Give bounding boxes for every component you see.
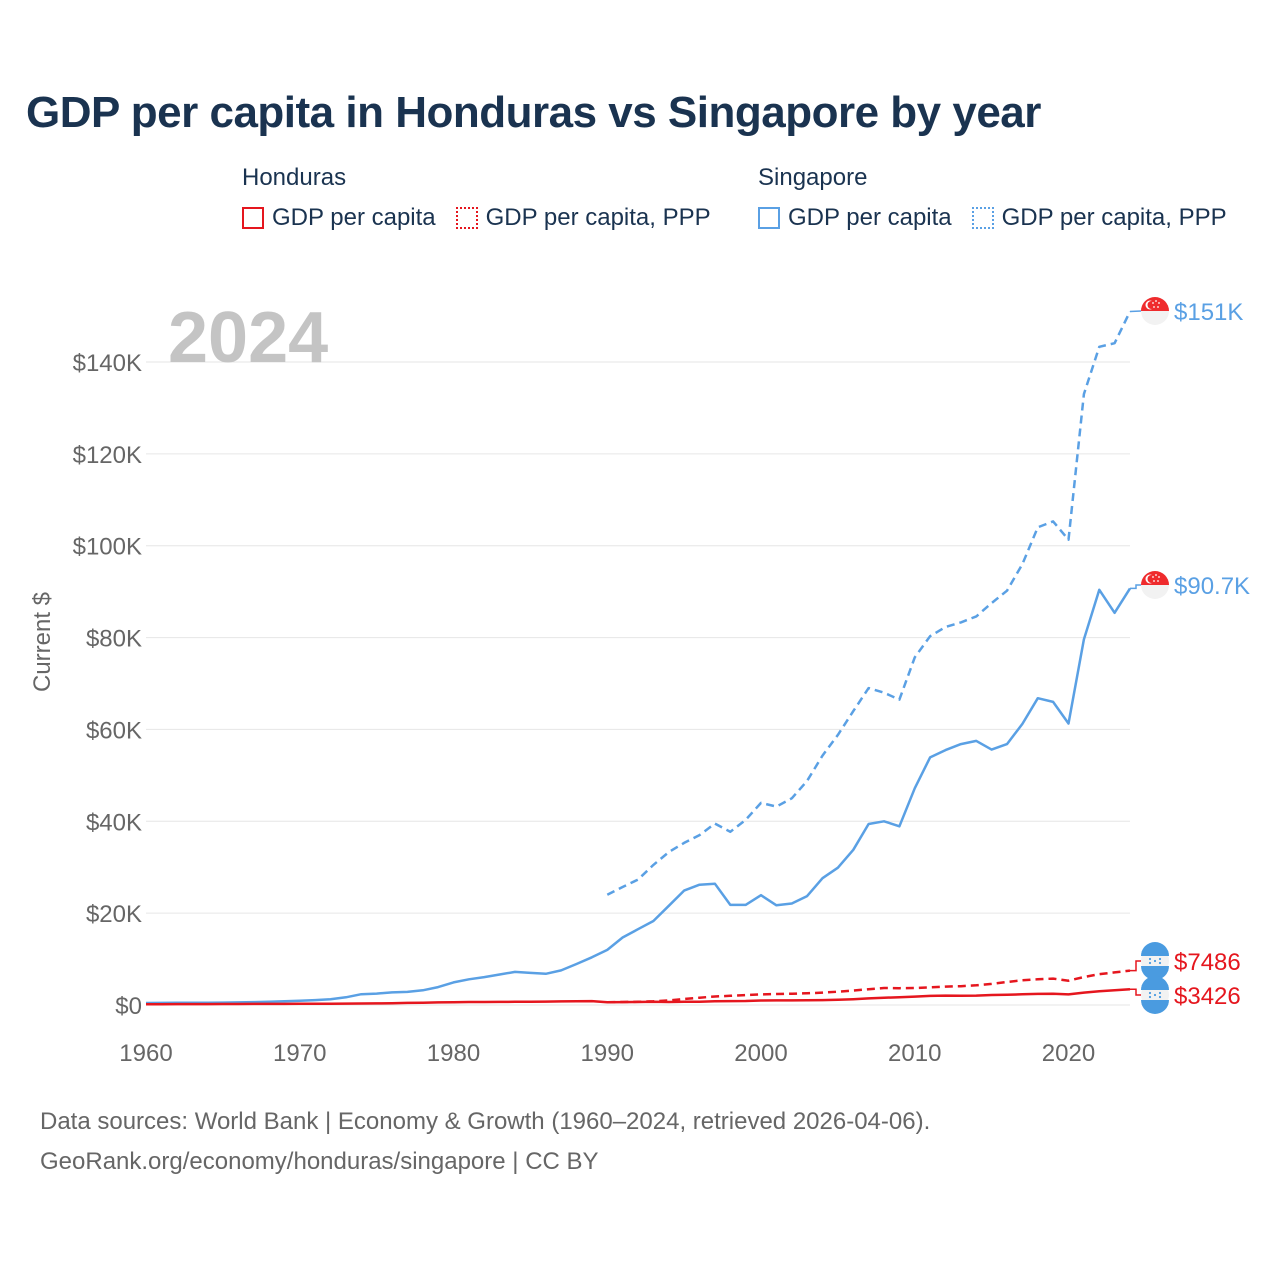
legend-label: GDP per capita, PPP (1001, 204, 1227, 231)
y-tick-label: $100K (73, 534, 142, 561)
end-label-connector (1130, 584, 1141, 590)
legend-honduras: Honduras GDP per capita GDP per capita, … (242, 162, 711, 232)
x-tick-label: 1970 (273, 1040, 326, 1067)
series-line-honduras-dashed[interactable] (607, 969, 1131, 1004)
legend-singapore-gdp-ppp[interactable]: GDP per capita, PPP (971, 204, 1227, 232)
legend-label: GDP per capita, PPP (485, 204, 711, 231)
y-tick-label: $140K (73, 350, 142, 377)
x-tick-label: 2010 (888, 1040, 941, 1067)
end-label-singapore-solid: $90.7K (1174, 573, 1250, 600)
y-tick-label: $80K (86, 626, 142, 653)
year-label: 2024 (168, 298, 328, 378)
series-line-singapore-solid[interactable] (145, 587, 1132, 1005)
legend-honduras-gdp[interactable]: GDP per capita (242, 204, 436, 232)
x-tick-label: 2020 (1042, 1040, 1095, 1067)
honduras-flag-icon (1141, 976, 1169, 1014)
x-tick-label: 1960 (119, 1040, 172, 1067)
y-tick-label: $20K (86, 901, 142, 928)
end-label-singapore-dashed: $151K (1174, 299, 1243, 326)
end-label-connector (1130, 960, 1141, 972)
singapore-flag-icon (1141, 297, 1169, 325)
y-tick-label: $40K (86, 809, 142, 836)
y-axis-label: Current $ (29, 592, 56, 692)
footer-attribution: GeoRank.org/economy/honduras/singapore |… (40, 1148, 599, 1175)
legend-swatch-dotted-blue (971, 207, 994, 229)
end-label-honduras-solid: $3426 (1174, 983, 1241, 1010)
series-line-honduras-solid[interactable] (146, 988, 1131, 1006)
footer-sources: Data sources: World Bank | Economy & Gro… (40, 1108, 931, 1135)
legend-swatch-dotted-red (455, 207, 478, 229)
legend-singapore: Singapore GDP per capita GDP per capita,… (758, 162, 1227, 232)
legend-swatch-solid-blue (758, 207, 780, 229)
end-label-connector (1130, 988, 1141, 996)
y-axis-ticks: $0 $20K $40K $60K $80K $100K $120K $140K (73, 350, 142, 1020)
gridlines (146, 361, 1130, 1006)
legend-country-singapore: Singapore (758, 164, 868, 191)
legend-singapore-gdp[interactable]: GDP per capita (758, 204, 952, 232)
honduras-flag-icon (1141, 942, 1169, 980)
y-tick-label: $120K (73, 442, 142, 469)
x-axis-ticks: 1960 1970 1980 1990 2000 2010 2020 (119, 1040, 1095, 1067)
series-end-labels: $151K $90.7K $7486 $3426 (1129, 297, 1250, 1014)
legend-label: GDP per capita (272, 204, 436, 231)
x-tick-label: 2000 (734, 1040, 787, 1067)
x-tick-label: 1980 (427, 1040, 480, 1067)
legend-swatch-solid-red (242, 207, 264, 229)
singapore-flag-icon (1141, 571, 1169, 599)
chart-title: GDP per capita in Honduras vs Singapore … (26, 88, 1041, 137)
x-tick-label: 1990 (581, 1040, 634, 1067)
y-tick-label: $0 (115, 993, 142, 1020)
series-line-singapore-dashed[interactable] (606, 310, 1132, 896)
legend-country-honduras: Honduras (242, 164, 347, 191)
y-tick-label: $60K (86, 717, 142, 744)
legend-label: GDP per capita (788, 204, 952, 231)
end-label-honduras-dashed: $7486 (1174, 949, 1241, 976)
series-lines (145, 310, 1132, 1006)
legend-honduras-gdp-ppp[interactable]: GDP per capita, PPP (455, 204, 711, 232)
